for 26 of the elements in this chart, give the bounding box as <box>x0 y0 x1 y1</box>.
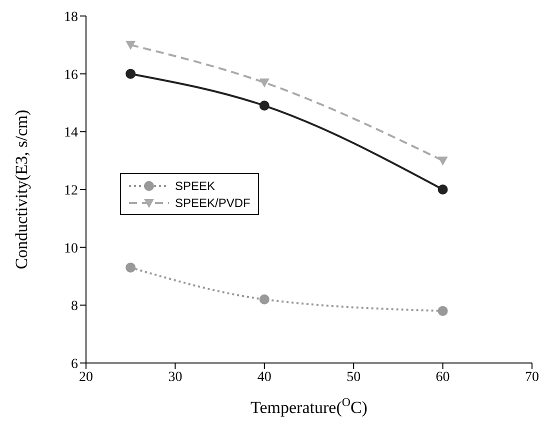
y-tick-label: 12 <box>64 183 78 198</box>
y-tick-label: 18 <box>64 10 78 25</box>
x-tick-label: 20 <box>79 370 93 385</box>
legend-label: SPEEK <box>175 178 216 192</box>
x-tick-label: 70 <box>525 370 539 385</box>
point <box>126 68 136 79</box>
point <box>126 262 136 273</box>
x-tick-label: 30 <box>168 370 182 385</box>
y-axis-title: Conductivity(E3, s/cm) <box>12 110 32 270</box>
x-tick-label: 50 <box>346 370 361 385</box>
y-tick-label: 14 <box>64 126 78 141</box>
point <box>438 156 448 166</box>
x-tick-label: 40 <box>257 370 272 385</box>
point <box>259 100 270 111</box>
y-tick-label: 10 <box>64 241 78 256</box>
x-tick-label: 60 <box>436 370 450 385</box>
y-tick-label: 6 <box>71 356 78 372</box>
point <box>126 40 136 50</box>
y-tick-label: 16 <box>64 68 78 83</box>
point <box>438 184 448 194</box>
legend-label: SPEEK/PVDF <box>175 196 250 210</box>
point <box>259 78 270 88</box>
x-axis-title: Temperature($^{O}$C) <box>250 395 368 417</box>
point <box>259 294 270 304</box>
point <box>438 306 448 316</box>
y-tick-label: 8 <box>71 299 78 314</box>
